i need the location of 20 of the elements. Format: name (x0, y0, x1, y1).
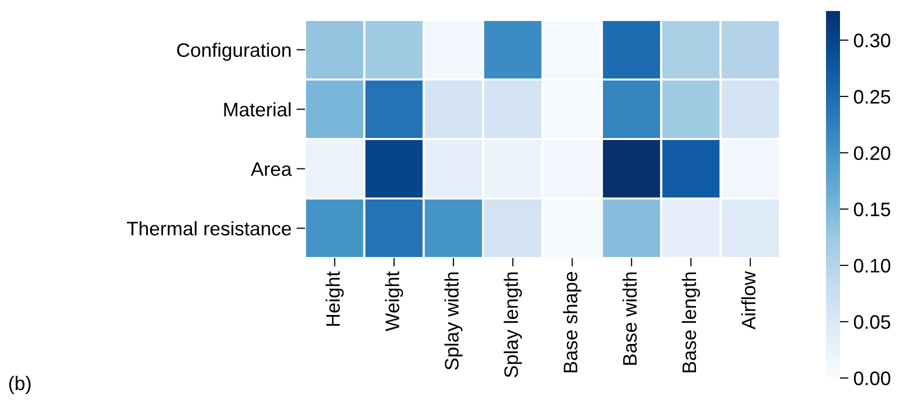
color-bar-label: 0.25 (854, 90, 890, 104)
x-tick-label: Base shape (563, 272, 582, 372)
color-bar-label: 0.15 (854, 202, 890, 216)
y-tick-label: Thermal resistance (126, 221, 291, 236)
x-tick-label: Splay length (504, 272, 522, 378)
y-tick-label: Material (224, 102, 291, 116)
color-bar-label: 0.10 (854, 258, 890, 273)
color-bar-label: 0.20 (854, 146, 890, 160)
y-tick-label: Configuration (177, 42, 291, 61)
x-tick-label: Splay width (444, 272, 462, 370)
color-bar-label: 0.05 (854, 315, 890, 329)
x-tick-label: Height (326, 271, 344, 326)
color-bar-label: 0.30 (854, 34, 890, 48)
x-tick-label: Airflow (741, 271, 756, 330)
x-tick-label: Base width (622, 272, 637, 365)
text: (b) (9, 376, 31, 394)
x-tick-label: Weight (385, 271, 404, 332)
x-tick-label: Base length (682, 272, 700, 372)
y-tick-label: Area (250, 162, 292, 176)
color-bar-label: 0.00 (854, 371, 890, 386)
